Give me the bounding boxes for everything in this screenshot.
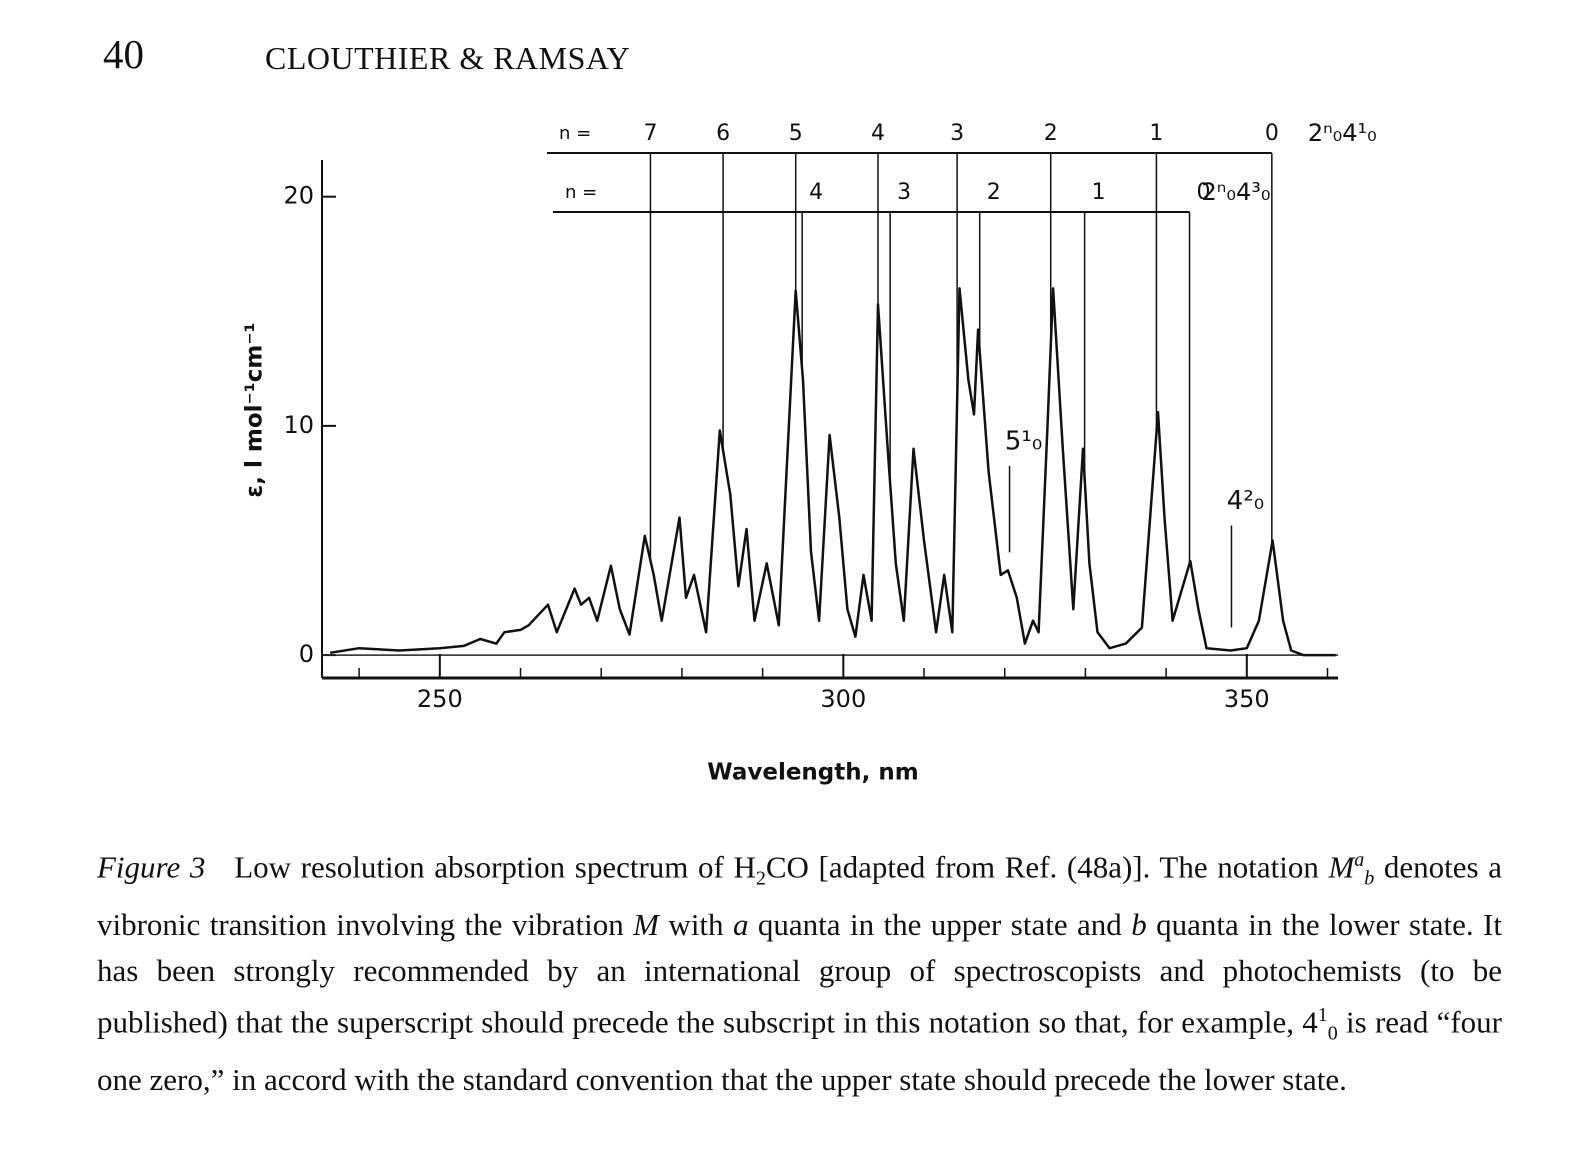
caption-label: Figure 3	[97, 849, 206, 885]
page-number: 40	[103, 31, 144, 77]
progression-label: 3	[897, 180, 911, 205]
progression-label: 3	[950, 121, 964, 146]
caption-text: 0	[1327, 1022, 1338, 1045]
progression-prefix: n =	[559, 123, 591, 144]
caption-text: b	[1364, 867, 1375, 890]
progression-label: 2	[987, 180, 1001, 205]
caption-text: quanta in the lower state. It has been s…	[97, 907, 1502, 1040]
x-tick-label: 250	[417, 685, 463, 713]
progression-prefix: n =	[565, 182, 597, 203]
y-tick-label: 20	[283, 182, 314, 210]
figure-caption: Figure 3 Low resolution absorption spect…	[97, 838, 1502, 1103]
annotation-label: 5¹₀	[1005, 426, 1042, 456]
y-tick-label: 0	[299, 640, 314, 668]
caption-text: b	[1131, 907, 1147, 943]
progression-label: 1	[1149, 121, 1163, 146]
progression-label: 4	[809, 180, 823, 205]
caption-text: Low resolution absorption spectrum of H	[234, 849, 756, 885]
x-axis-label: Wavelength, nm	[707, 760, 918, 786]
caption-text: 2	[755, 867, 766, 890]
annotation-label: 4²₀	[1227, 486, 1264, 516]
caption-text: 1	[1317, 1004, 1328, 1027]
x-tick-label: 300	[820, 685, 866, 713]
x-tick-label: 350	[1224, 685, 1270, 713]
caption-text: CO [adapted from Ref. (48a)]. The notati…	[765, 849, 1329, 885]
caption-text: quanta in the upper state and	[748, 907, 1132, 943]
progression-label: 2	[1044, 121, 1058, 146]
progression-label: 0	[1197, 180, 1211, 205]
running-title: CLOUTHIER & RAMSAY	[265, 40, 631, 76]
caption-text: M	[1328, 849, 1355, 885]
caption-text: a	[732, 907, 749, 943]
progression-label: 5	[789, 121, 803, 146]
progression-label: 4	[871, 121, 885, 146]
y-axis-label: ε, l mol⁻¹cm⁻¹	[242, 322, 268, 497]
y-tick-label: 10	[283, 411, 314, 439]
progression-assignment: 2ⁿ₀4¹₀	[1308, 119, 1377, 147]
progression-label: 0	[1265, 121, 1279, 146]
spectrum-line	[329, 287, 1336, 657]
progression-label: 7	[643, 121, 657, 146]
progression-label: 6	[716, 121, 730, 146]
caption-text: M	[633, 907, 659, 943]
caption-text: a	[1354, 849, 1365, 871]
caption-text: with	[659, 907, 733, 943]
caption-text: is read “four one zero,” in accord with …	[97, 1004, 1502, 1098]
progression-assignment: 2ⁿ₀4³₀	[1202, 178, 1271, 206]
caption-text: denotes a vibronic transition involving …	[97, 849, 1502, 943]
progression-label: 1	[1092, 180, 1106, 205]
